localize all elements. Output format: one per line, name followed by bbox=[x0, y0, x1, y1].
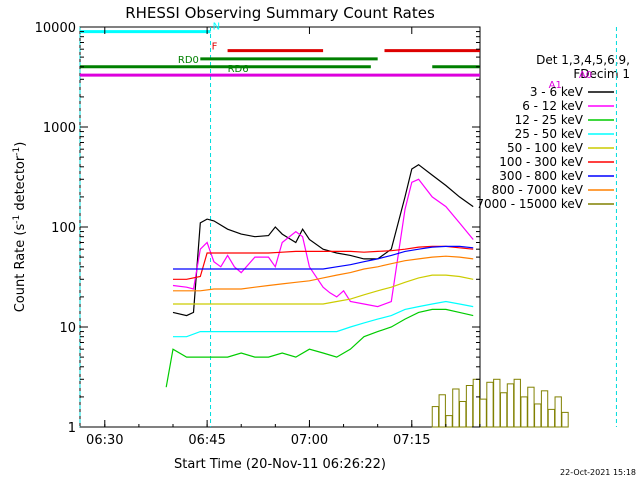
plot-area-group bbox=[79, 26, 481, 428]
y-axis-label-end: ) bbox=[13, 142, 28, 147]
olive-bin bbox=[479, 398, 487, 428]
olive-bin bbox=[499, 392, 508, 428]
legend-label: 3 - 6 keV bbox=[530, 85, 584, 99]
olive-bin bbox=[540, 390, 549, 428]
y-axis-label: Count Rate (s-1 detector-1) bbox=[12, 142, 28, 313]
olive-bin bbox=[493, 378, 501, 428]
x-tick-label: 06:45 bbox=[188, 433, 225, 448]
legend-label: 25 - 50 keV bbox=[515, 127, 584, 141]
y-tick-label: 1000 bbox=[43, 121, 76, 136]
legend-label: 6 - 12 keV bbox=[522, 99, 584, 113]
olive-bin bbox=[561, 411, 569, 428]
olive-bin bbox=[513, 378, 521, 428]
legend-header-line2: FDecim 1 bbox=[573, 67, 630, 81]
olive-bin bbox=[438, 394, 446, 428]
olive-bin bbox=[452, 388, 460, 428]
bar-label-RD0: RD0 bbox=[178, 55, 199, 66]
y-axis-label-sup1: -1 bbox=[12, 215, 22, 224]
legend-label: 100 - 300 keV bbox=[499, 155, 583, 169]
olive-bin bbox=[465, 385, 474, 428]
bar-label-RD6: RD6 bbox=[228, 64, 249, 75]
series-line bbox=[173, 255, 474, 292]
bar-label-A1: A1 bbox=[549, 80, 562, 91]
y-tick-label: 1 bbox=[68, 421, 76, 436]
olive-bin bbox=[547, 408, 556, 428]
timestamp: 22-Oct-2021 15:18 bbox=[560, 468, 636, 477]
olive-bin bbox=[431, 406, 440, 428]
series-line bbox=[173, 245, 474, 280]
x-tick-label: 07:00 bbox=[291, 433, 328, 448]
bar-label-A0: A0 bbox=[579, 70, 592, 81]
y-axis-label-main: Count Rate (s bbox=[13, 224, 28, 313]
olive-bin bbox=[534, 403, 542, 428]
state-bars-layer: NF RD0 RD6 A1 A0 bbox=[80, 22, 592, 91]
olive-bin bbox=[459, 400, 467, 428]
y-tick-label: 100 bbox=[51, 221, 76, 236]
bar-label-F: F bbox=[212, 42, 218, 53]
olive-bin bbox=[472, 378, 481, 428]
chart-title: RHESSI Observing Summary Count Rates bbox=[125, 4, 435, 22]
series-line bbox=[173, 245, 474, 270]
olive-bin bbox=[486, 381, 494, 428]
y-tick-label: 10 bbox=[59, 321, 76, 336]
x-axis-label: Start Time (20-Nov-11 06:26:22) bbox=[174, 457, 386, 472]
olive-bin bbox=[527, 386, 535, 428]
series-line bbox=[173, 300, 474, 338]
legend-label: 7000 - 15000 keV bbox=[476, 197, 583, 211]
y-tick-label: 10000 bbox=[35, 21, 76, 36]
series-line bbox=[172, 163, 474, 317]
olive-bin bbox=[506, 383, 515, 428]
y-axis-label-mid: detector bbox=[13, 155, 28, 215]
axis-ticks-layer: 06:30 06:45 07:00 07:15 1 10 100 1000 10000 bbox=[35, 21, 481, 448]
olive-bin bbox=[520, 396, 528, 428]
legend-label: 300 - 800 keV bbox=[499, 169, 583, 183]
x-tick-label: 07:15 bbox=[393, 433, 430, 448]
legend-label: 50 - 100 keV bbox=[507, 141, 584, 155]
legend-header-line1: Det 1,3,4,5,6,9, bbox=[536, 53, 630, 67]
series-line bbox=[165, 308, 474, 388]
olive-bin bbox=[554, 396, 562, 428]
plot-frame bbox=[79, 26, 481, 428]
x-tick-label: 06:30 bbox=[86, 433, 123, 448]
olive-bin bbox=[445, 415, 453, 428]
bar-label-N: N bbox=[213, 22, 220, 33]
legend-label: 800 - 7000 keV bbox=[492, 183, 584, 197]
legend-label: 12 - 25 keV bbox=[515, 113, 584, 127]
y-axis-label-sup2: -1 bbox=[12, 147, 22, 156]
series-line bbox=[173, 274, 474, 305]
series-line bbox=[172, 178, 474, 308]
